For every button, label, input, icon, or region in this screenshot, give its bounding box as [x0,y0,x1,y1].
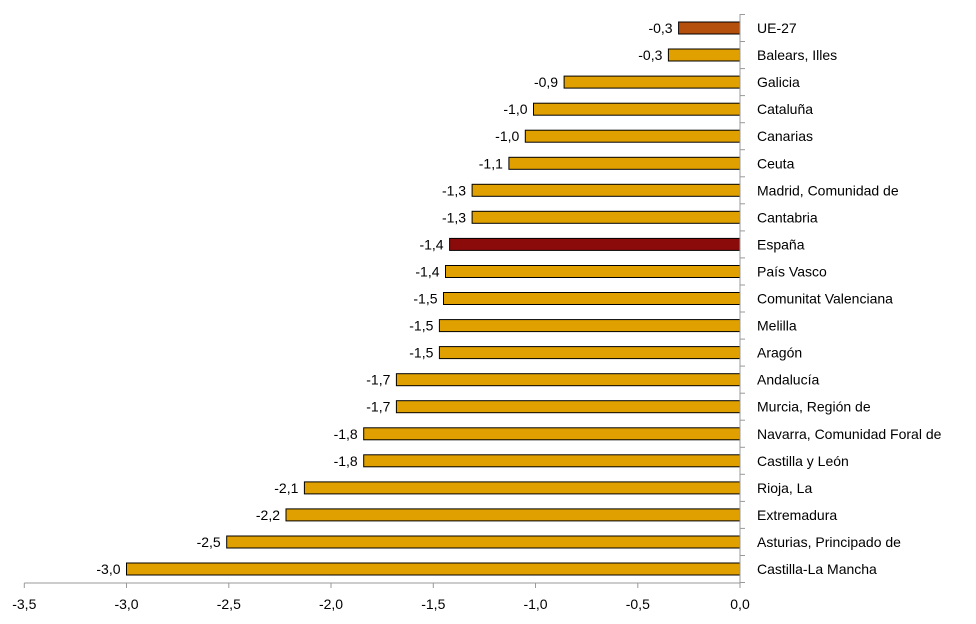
data-label-19: -2,5 [197,534,221,550]
data-label-20: -3,0 [96,561,120,577]
bar-15 [363,427,741,441]
bar-10 [443,292,741,305]
category-label-15: Navarra, Comunidad Foral de [757,426,942,442]
x-tick-label-2: -2,5 [217,596,241,612]
bar-17 [303,481,741,495]
bar-3 [533,102,741,116]
bars-group [126,21,741,576]
bar-12 [438,346,741,360]
category-label-13: Andalucía [757,372,819,388]
data-label-18: -2,2 [256,507,280,523]
category-label-10: Comunitat Valenciana [757,291,893,307]
category-label-9: País Vasco [757,264,827,280]
data-label-11: -1,5 [409,318,433,334]
bar-18 [285,508,741,522]
data-label-0: -0,3 [648,20,672,36]
category-label-8: España [757,236,805,252]
data-label-12: -1,5 [409,345,433,361]
bar-7 [471,210,741,224]
category-label-17: Rioja, La [757,480,812,496]
x-tick-label-5: -1,0 [523,596,547,612]
data-label-5: -1,1 [479,155,503,171]
bar-9 [445,265,741,278]
bar-14 [395,400,741,414]
data-label-2: -0,9 [534,74,558,90]
data-label-3: -1,0 [503,101,527,117]
data-label-8: -1,4 [419,236,443,252]
data-label-9: -1,4 [415,264,439,280]
x-tick-label-3: -2,0 [319,596,343,612]
bar-0 [678,21,741,35]
x-tick-label-7: 0,0 [730,596,750,612]
bar-5 [508,156,741,170]
category-label-18: Extremadura [757,507,837,523]
data-label-16: -1,8 [334,453,358,469]
x-tick-label-0: -3,5 [12,596,36,612]
bar-13 [395,373,741,387]
bar-4 [524,129,741,143]
bar-11 [438,319,741,333]
bar-19 [226,535,741,549]
data-label-6: -1,3 [442,182,466,198]
labels-group: -0,3 UE-27 -0,3 Balears, Illes -0,9 Galicia -1… [96,20,941,577]
category-label-6: Madrid, Comunidad de [757,182,899,198]
data-label-1: -0,3 [638,47,662,63]
bar-20 [126,562,741,576]
category-label-12: Aragón [757,345,802,361]
category-label-11: Melilla [757,318,797,334]
category-label-20: Castilla-La Mancha [757,561,877,577]
data-label-13: -1,7 [366,372,390,388]
category-label-3: Cataluña [757,101,813,117]
bar-2 [563,75,741,89]
data-label-10: -1,5 [413,291,437,307]
category-label-5: Ceuta [757,155,795,171]
bar-16 [363,454,741,468]
category-label-19: Asturias, Principado de [757,534,901,550]
data-label-14: -1,7 [366,399,390,415]
bar-1 [667,48,741,62]
category-label-4: Canarias [757,128,813,144]
x-tick-label-4: -1,5 [421,596,445,612]
data-label-7: -1,3 [442,209,466,225]
data-label-4: -1,0 [495,128,519,144]
x-tick-label-6: -0,5 [626,596,650,612]
category-label-1: Balears, Illes [757,47,837,63]
category-label-16: Castilla y León [757,453,849,469]
x-axis: -3,5 -3,0 -2,5 -2,0 -1,5 -1,0 -0,5 0,0 [12,14,750,612]
x-tick-label-1: -3,0 [114,596,138,612]
data-label-15: -1,8 [334,426,358,442]
category-label-0: UE-27 [757,20,797,36]
category-label-7: Cantabria [757,209,818,225]
data-label-17: -2,1 [274,480,298,496]
category-label-2: Galicia [757,74,800,90]
category-label-14: Murcia, Región de [757,399,871,415]
bar-6 [471,183,741,197]
bar-8 [449,237,741,251]
